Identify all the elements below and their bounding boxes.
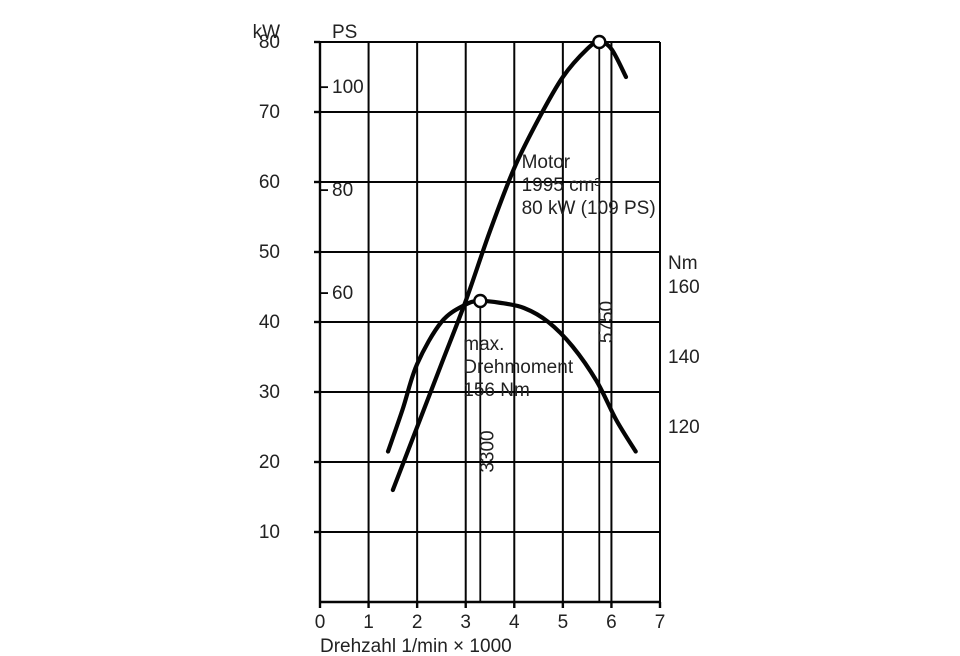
kw-tick-label: 20 xyxy=(259,452,280,473)
torque-peak-marker xyxy=(474,295,486,307)
motor-annotation-line: 80 kW (109 PS) xyxy=(522,198,656,219)
nm-tick-label: 140 xyxy=(668,347,700,368)
ps-tick-label: 60 xyxy=(332,283,353,304)
kw-unit-label: kW xyxy=(253,22,281,43)
torque-annotation-line: 156 Nm xyxy=(463,380,530,401)
kw-tick-label: 70 xyxy=(259,102,280,123)
torque-peak-rpm-label: 3300 xyxy=(477,430,498,472)
x-axis-label: Drehzahl 1/min × 1000 xyxy=(320,636,512,656)
kw-tick-label: 10 xyxy=(259,522,280,543)
kw-tick-label: 50 xyxy=(259,242,280,263)
x-tick-label: 1 xyxy=(363,612,374,633)
kw-tick-label: 40 xyxy=(259,312,280,333)
nm-unit-label: Nm xyxy=(668,253,698,274)
x-tick-label: 3 xyxy=(460,612,471,633)
power-peak-rpm-label: 5750 xyxy=(596,301,617,343)
x-tick-label: 6 xyxy=(606,612,617,633)
engine-curve-chart: 0 1 2 3 4 5 6 7 Drehzahl 1/min × 1000 10 20 30 40 50 6… xyxy=(0,0,960,656)
x-tick-label: 5 xyxy=(558,612,569,633)
motor-annotation-line: Motor xyxy=(522,152,571,173)
ps-unit-label: PS xyxy=(332,22,357,43)
kw-tick-label: 60 xyxy=(259,172,280,193)
x-tick-label: 4 xyxy=(509,612,520,633)
nm-tick-label: 120 xyxy=(668,417,700,438)
ps-tick-label: 100 xyxy=(332,77,364,98)
chart-svg: 0 1 2 3 4 5 6 7 Drehzahl 1/min × 1000 10 20 30 40 50 6… xyxy=(0,0,960,656)
x-tick-label: 7 xyxy=(655,612,666,633)
x-tick-label: 2 xyxy=(412,612,423,633)
kw-tick-label: 30 xyxy=(259,382,280,403)
torque-annotation-line: Drehmoment xyxy=(463,357,574,378)
power-peak-marker xyxy=(593,36,605,48)
x-tick-label: 0 xyxy=(315,612,326,633)
torque-annotation-line: max. xyxy=(463,334,504,355)
ps-tick-label: 80 xyxy=(332,180,353,201)
motor-annotation-line: 1995 cm³ xyxy=(522,175,601,196)
nm-tick-label: 160 xyxy=(668,277,700,298)
